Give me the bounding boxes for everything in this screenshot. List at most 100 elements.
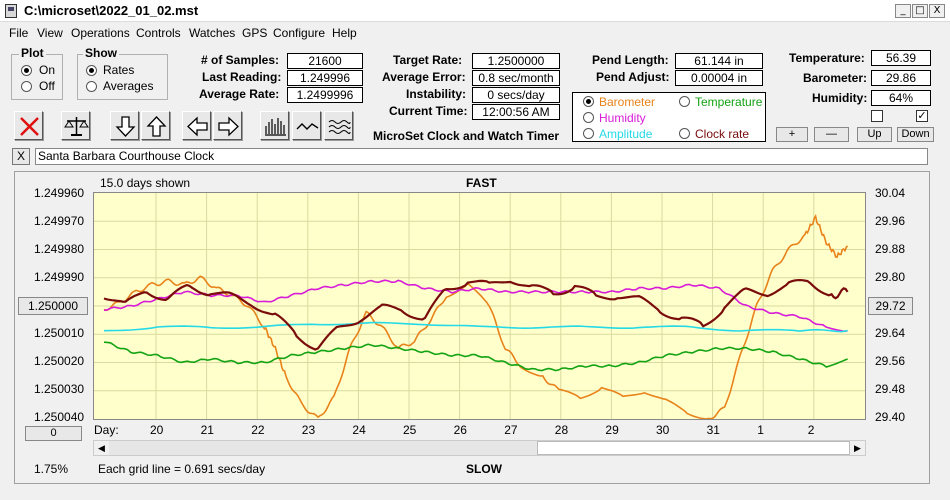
balance-scale-icon: [64, 117, 89, 136]
samples-label: # of Samples:: [201, 53, 280, 67]
plot-area[interactable]: [93, 192, 866, 420]
clear-button[interactable]: [14, 111, 43, 140]
fast-label: FAST: [466, 176, 497, 190]
day-tick-2: 2: [807, 423, 815, 437]
series-barometer: [103, 213, 849, 420]
center-right-button[interactable]: 29.72: [868, 297, 913, 315]
plus-button[interactable]: +: [776, 127, 808, 142]
humidity-option: Humidity: [599, 111, 646, 125]
up-button[interactable]: Up: [857, 127, 892, 142]
day-tick-20: 20: [150, 423, 164, 437]
scroll-left-icon[interactable]: ◀: [94, 441, 109, 455]
series-humidity: [103, 279, 848, 333]
chart-svg: [94, 193, 865, 420]
day-axis-label: Day:: [94, 423, 119, 437]
title-bar[interactable]: C:\microset\2022_01_02.mst _ □ X: [0, 0, 950, 22]
right-tick-7: 29.48: [875, 382, 906, 396]
average-error-field: 0.8 sec/month: [472, 70, 560, 86]
bottom-left-button[interactable]: 0: [25, 426, 82, 441]
balance-button[interactable]: [61, 111, 90, 140]
clock-rate-radio[interactable]: [679, 128, 690, 139]
down-button[interactable]: Down: [897, 127, 934, 142]
option-checkbox-2[interactable]: ✓: [916, 110, 928, 122]
waveform-icon: [296, 123, 319, 130]
arrow-left-button[interactable]: [182, 111, 211, 140]
menu-operations[interactable]: Operations: [71, 26, 130, 40]
left-tick-2: 1.249980: [34, 242, 85, 256]
humidity-radio[interactable]: [583, 112, 594, 123]
pend-length-label: Pend Length:: [592, 53, 669, 67]
plot-group: [11, 54, 63, 100]
temperature-field: 56.39: [871, 50, 931, 66]
show-averages-label: Averages: [103, 79, 154, 93]
day-tick-29: 29: [605, 423, 619, 437]
left-tick-8: 1.250040: [34, 410, 85, 424]
histogram-button[interactable]: [260, 111, 289, 140]
current-time-field: 12:00:56 AM: [472, 104, 560, 120]
center-left-button[interactable]: 1.250000: [18, 297, 88, 315]
left-tick-1: 1.249970: [34, 214, 85, 228]
scroll-right-icon[interactable]: ▶: [850, 441, 865, 455]
menu-configure[interactable]: Configure: [273, 26, 326, 40]
clock-rate-option: Clock rate: [695, 127, 750, 141]
barometer-radio[interactable]: [583, 96, 594, 107]
right-tick-0: 30.04: [875, 186, 906, 200]
plot-group-title: Plot: [19, 46, 46, 60]
arrow-up-button[interactable]: [141, 111, 170, 140]
horizontal-scrollbar[interactable]: ◀ ▶: [93, 440, 866, 456]
slow-label: SLOW: [466, 462, 502, 476]
humidity-field: 64%: [871, 90, 931, 106]
plot-on-label: On: [39, 63, 56, 77]
show-rates-label: Rates: [103, 63, 135, 77]
temperature-radio[interactable]: [679, 96, 690, 107]
arrow-down-button[interactable]: [110, 111, 139, 140]
menu-help[interactable]: Help: [332, 26, 357, 40]
arrow-right-icon: [218, 116, 239, 137]
menu-watches[interactable]: Watches: [189, 26, 236, 40]
show-group: [77, 54, 168, 100]
show-averages-radio[interactable]: [86, 81, 97, 92]
sensor-select-box: [572, 92, 766, 142]
day-tick-25: 25: [403, 423, 417, 437]
minus-button[interactable]: —: [814, 127, 849, 142]
day-tick-1: 1: [757, 423, 764, 437]
plot-off-label: Off: [39, 79, 55, 93]
app-name-label: MicroSet Clock and Watch Timer: [373, 129, 560, 143]
zoom-label: 1.75%: [34, 462, 69, 476]
menu-file[interactable]: File: [9, 26, 29, 40]
day-tick-22: 22: [251, 423, 265, 437]
menu-bar: File View Operations Controls Watches GP…: [0, 22, 950, 42]
clock-name-input[interactable]: Santa Barbara Courthouse Clock: [35, 148, 928, 165]
arrow-right-button[interactable]: [213, 111, 242, 140]
wavy-lines-button[interactable]: [324, 111, 353, 140]
maximize-button[interactable]: □: [912, 4, 928, 18]
day-tick-31: 31: [706, 423, 720, 437]
amplitude-radio[interactable]: [583, 128, 594, 139]
instability-label: Instability:: [406, 87, 467, 101]
clear-name-button[interactable]: X: [12, 148, 30, 165]
menu-view[interactable]: View: [37, 26, 63, 40]
wavy-lines-icon: [328, 120, 351, 134]
option-checkbox-1[interactable]: [871, 110, 883, 122]
menu-gps[interactable]: GPS: [242, 26, 268, 40]
scroll-thumb[interactable]: [537, 441, 850, 455]
show-group-title: Show: [83, 46, 119, 60]
series-temperature: [103, 341, 848, 372]
close-button[interactable]: X: [929, 4, 945, 18]
samples-field: 21600: [287, 53, 363, 69]
show-rates-radio[interactable]: [86, 65, 97, 76]
arrow-down-icon: [115, 116, 136, 137]
target-rate-field[interactable]: 1.2500000: [472, 53, 560, 69]
left-tick-6: 1.250020: [34, 354, 85, 368]
plot-off-radio[interactable]: [21, 81, 32, 92]
average-error-label: Average Error:: [382, 70, 466, 84]
minimize-button[interactable]: _: [895, 4, 911, 18]
waveform-button[interactable]: [292, 111, 321, 140]
grid-note: Each grid line = 0.691 secs/day: [98, 462, 266, 476]
barometer-option: Barometer: [599, 95, 656, 109]
pend-adjust-label: Pend Adjust:: [596, 70, 670, 84]
menu-controls[interactable]: Controls: [136, 26, 181, 40]
plot-on-radio[interactable]: [21, 65, 32, 76]
right-tick-3: 29.80: [875, 270, 906, 284]
day-tick-24: 24: [352, 423, 366, 437]
